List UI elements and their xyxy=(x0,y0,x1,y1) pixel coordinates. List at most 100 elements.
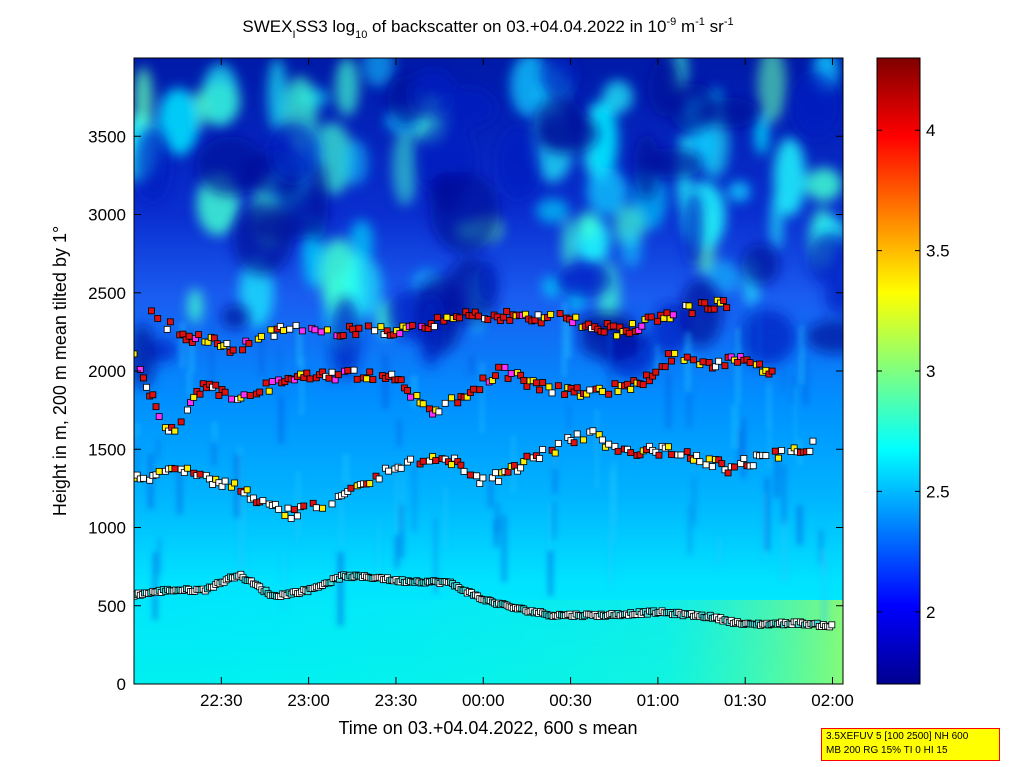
chart-title: SWEXISS3 log10 of backscatter on 03.+04.… xyxy=(242,16,733,41)
layer-marker xyxy=(504,468,512,476)
layer-marker xyxy=(510,462,518,469)
layer-marker xyxy=(155,467,163,475)
streak xyxy=(180,322,185,368)
layer-marker xyxy=(281,512,289,519)
streak xyxy=(552,501,556,540)
streak xyxy=(735,327,741,405)
layer-marker xyxy=(712,363,719,371)
aerosol-patch xyxy=(344,255,382,318)
layer-marker xyxy=(140,474,147,482)
layer-marker xyxy=(705,359,713,366)
streak xyxy=(799,325,804,385)
streak xyxy=(796,505,803,545)
aerosol-patch xyxy=(590,100,619,178)
layer-marker xyxy=(369,376,377,383)
layer-marker xyxy=(806,447,814,455)
layer-marker xyxy=(312,504,320,512)
layer-marker xyxy=(212,381,220,389)
streak xyxy=(609,533,613,588)
layer-marker xyxy=(240,391,248,399)
layer-marker xyxy=(685,302,693,310)
layer-marker xyxy=(223,340,231,347)
clear-air-patch xyxy=(739,309,797,366)
layer-marker xyxy=(586,386,594,394)
layer-marker xyxy=(280,327,287,334)
layer-marker xyxy=(573,384,581,392)
layer-marker xyxy=(397,376,405,384)
layer-marker xyxy=(407,455,415,463)
layer-marker xyxy=(506,317,514,324)
layer-marker xyxy=(495,477,503,485)
layer-marker xyxy=(435,408,443,416)
layer-marker xyxy=(448,394,455,402)
layer-marker xyxy=(300,502,308,510)
layer-marker xyxy=(171,427,179,435)
layer-marker xyxy=(642,371,650,379)
y-tick-label: 2500 xyxy=(88,284,126,303)
layer-marker xyxy=(317,328,325,336)
layer-marker xyxy=(404,387,411,394)
aerosol-patch xyxy=(239,257,274,328)
layer-marker xyxy=(536,386,543,394)
layer-marker xyxy=(210,334,218,342)
layer-marker xyxy=(476,386,484,394)
info-line-1: 3.5XEFUV 5 [100 2500] NH 600 xyxy=(826,731,969,742)
layer-marker xyxy=(184,464,191,472)
layer-marker xyxy=(580,436,587,444)
layer-marker xyxy=(668,451,675,458)
streak xyxy=(444,487,448,551)
streak xyxy=(820,548,826,573)
layer-marker xyxy=(267,326,275,334)
streak xyxy=(803,356,809,406)
layer-marker xyxy=(503,307,511,315)
layer-marker xyxy=(476,480,484,488)
layer-marker xyxy=(536,455,543,462)
layer-marker xyxy=(520,376,528,384)
streak xyxy=(791,374,796,405)
layer-marker xyxy=(328,500,336,508)
layer-marker xyxy=(671,350,679,357)
aerosol-patch xyxy=(335,58,359,117)
layer-marker xyxy=(654,317,661,325)
layer-marker xyxy=(573,430,581,438)
streak xyxy=(434,518,437,594)
layer-marker xyxy=(613,332,621,340)
layer-marker xyxy=(311,326,319,334)
layer-marker xyxy=(768,367,776,375)
streak xyxy=(210,323,214,394)
colorbar-tick-label: 2 xyxy=(926,603,935,622)
streak xyxy=(158,538,161,575)
layer-marker xyxy=(495,363,503,371)
colorbar-ticks: 2 2.5 3 3.5 4 xyxy=(877,121,950,622)
streak xyxy=(794,386,797,458)
layer-marker xyxy=(454,399,462,407)
layer-marker xyxy=(287,515,295,522)
layer-marker xyxy=(470,385,477,393)
layer-marker xyxy=(699,358,707,366)
clear-air-patch xyxy=(134,126,171,202)
streak xyxy=(339,493,344,547)
layer-marker xyxy=(532,379,540,387)
layer-marker xyxy=(730,463,738,471)
x-axis: 22:30 23:00 23:30 00:00 00:30 01:00 01:30 02:00 xyxy=(200,58,854,710)
layer-marker xyxy=(155,413,163,421)
streak xyxy=(737,429,743,465)
layer-marker xyxy=(443,313,451,321)
layer-marker xyxy=(696,458,704,466)
layer-marker xyxy=(517,464,525,472)
layer-marker xyxy=(683,353,691,361)
layer-marker xyxy=(325,374,333,382)
layer-marker xyxy=(221,477,229,485)
streak xyxy=(278,395,284,445)
streak xyxy=(300,358,304,416)
y-tick-label: 2000 xyxy=(88,362,126,381)
layer-marker xyxy=(708,463,716,471)
layer-marker xyxy=(143,383,150,391)
clear-air-patch xyxy=(268,121,321,182)
layer-marker xyxy=(344,367,352,374)
streak xyxy=(782,464,786,525)
layer-marker xyxy=(721,362,729,370)
streak xyxy=(768,423,772,469)
aerosol-patch xyxy=(267,58,287,133)
